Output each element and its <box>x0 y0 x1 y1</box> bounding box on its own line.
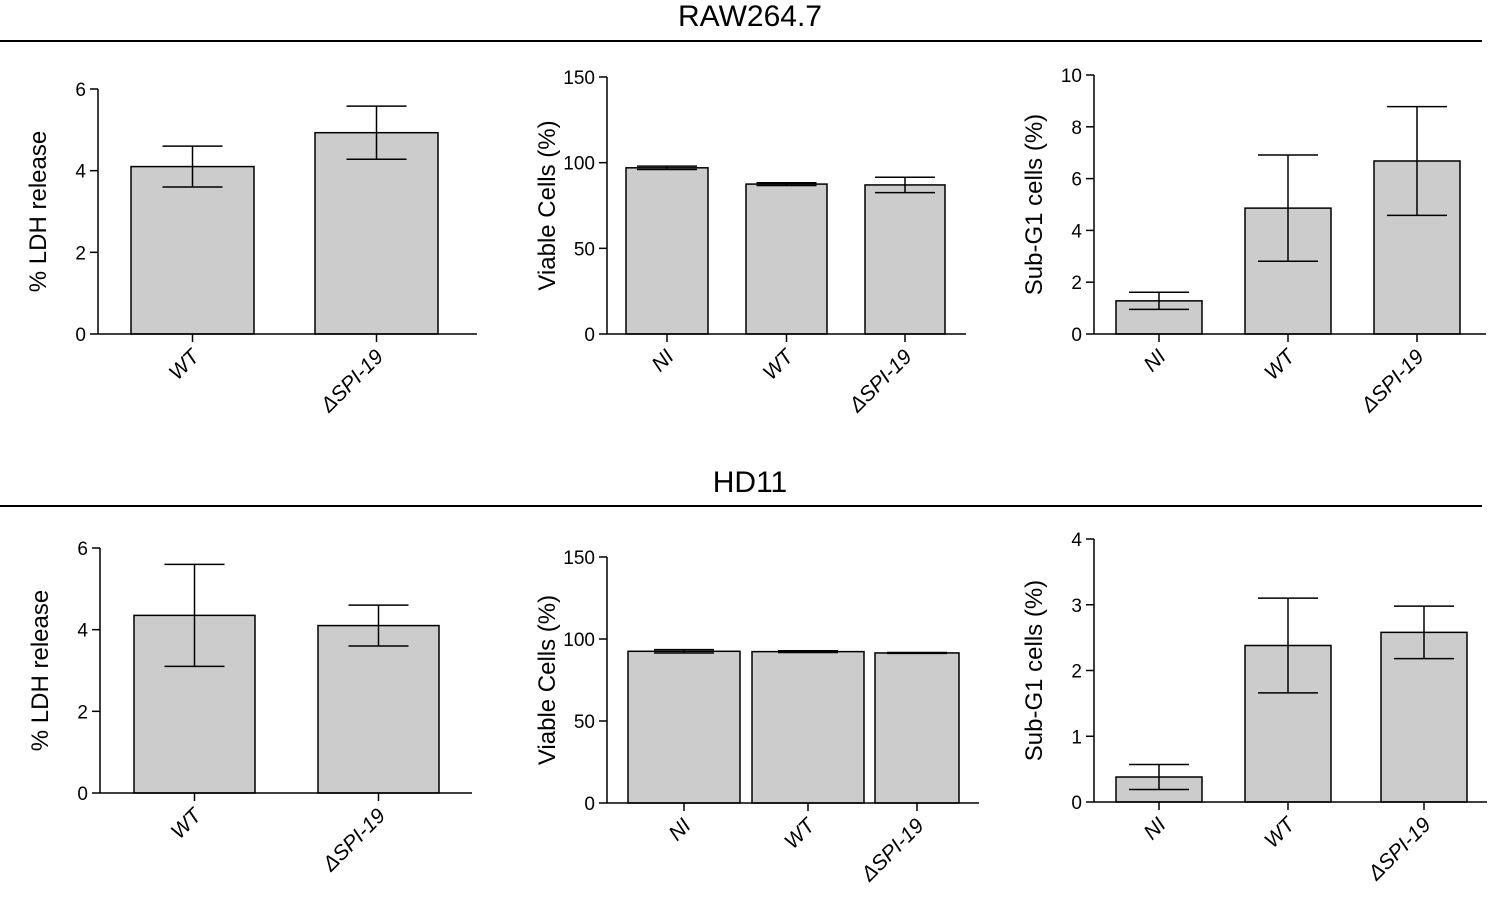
bar <box>864 184 946 335</box>
y-tick-label: 0 <box>75 325 86 346</box>
y-tick-label: 100 <box>563 154 595 175</box>
y-tick-label: 0 <box>584 325 595 346</box>
x-tick-label: ΔSPI-19 <box>844 345 917 418</box>
y-tick-label: 2 <box>77 702 88 723</box>
x-tick-label: ΔSPI-19 <box>1363 813 1436 886</box>
x-tick-label: ΔSPI-19 <box>856 814 929 887</box>
chart-panel-6: 0 1 2 3 4 Sub-G1 cells (%) NI WT ΔSPI-19 <box>1021 530 1487 886</box>
bar <box>751 650 865 804</box>
y-tick-label: 10 <box>1061 66 1082 87</box>
bar <box>317 624 440 794</box>
bar <box>314 131 439 335</box>
x-tick-label: ΔSPI-19 <box>1356 345 1429 418</box>
y-axis-title: % LDH release <box>25 131 52 292</box>
y-tick-label: 6 <box>75 80 86 101</box>
y-tick-label: 2 <box>1071 662 1082 683</box>
chart-panel-4: 0 2 4 6 % LDH release WT ΔSPI-19 <box>27 539 472 877</box>
y-tick-label: 4 <box>75 162 86 183</box>
y-tick-label: 0 <box>77 784 88 805</box>
x-tick-label: NI <box>1139 813 1170 844</box>
bar <box>874 652 960 804</box>
y-tick-label: 2 <box>1071 273 1082 294</box>
y-tick-label: 150 <box>563 68 595 89</box>
chart-panel-3: 0 2 4 6 8 10 Sub-G1 cells (%) NI WT ΔSPI-19 <box>1021 66 1486 418</box>
x-tick-label: ΔSPI-19 <box>318 804 391 877</box>
y-tick-label: 6 <box>77 539 88 560</box>
x-tick-label: NI <box>1139 345 1170 376</box>
y-tick-label: 4 <box>1071 530 1082 551</box>
x-tick-label: NI <box>664 814 695 845</box>
y-tick-label: 0 <box>1071 793 1082 814</box>
bar <box>745 183 828 335</box>
x-tick-label: WT <box>780 813 821 854</box>
section-title-raw264: RAW264.7 <box>678 0 822 33</box>
chart-panel-5: 0 50 100 150 Viable Cells (%) NI WT ΔSPI-19 <box>534 548 979 887</box>
y-tick-label: 0 <box>584 794 595 815</box>
y-axis-title: Viable Cells (%) <box>534 595 561 765</box>
section-divider-hd11 <box>0 505 1482 507</box>
y-tick-label: 6 <box>1071 170 1082 191</box>
bar <box>130 165 255 335</box>
y-axis-title: Viable Cells (%) <box>534 120 561 290</box>
bar <box>627 650 741 804</box>
y-axis-title: Sub-G1 cells (%) <box>1021 114 1048 295</box>
y-tick-label: 4 <box>77 621 88 642</box>
y-tick-label: 4 <box>1071 221 1082 242</box>
bar <box>1380 631 1468 803</box>
y-tick-label: 1 <box>1071 727 1082 748</box>
bar <box>625 167 709 335</box>
y-axis-title: % LDH release <box>27 590 54 751</box>
y-axis-title: Sub-G1 cells (%) <box>1021 580 1048 761</box>
x-tick-label: WT <box>165 344 206 385</box>
x-tick-label: NI <box>647 345 678 376</box>
x-tick-label: WT <box>1260 812 1301 853</box>
y-tick-label: 8 <box>1071 118 1082 139</box>
chart-panel-1: 0 2 4 6 % LDH release WT ΔSPI-19 <box>25 80 477 418</box>
x-tick-label: WT <box>167 803 208 844</box>
x-tick-label: WT <box>1260 344 1301 385</box>
y-tick-label: 50 <box>574 239 595 260</box>
section-title-hd11: HD11 <box>712 466 788 499</box>
x-tick-label: ΔSPI-19 <box>316 345 389 418</box>
y-tick-label: 50 <box>574 712 595 733</box>
x-tick-label: WT <box>759 344 800 385</box>
chart-panel-2: 0 50 100 150 Viable Cells (%) NI WT ΔSPI-19 <box>534 68 966 418</box>
y-tick-label: 100 <box>563 630 595 651</box>
section-divider-raw264 <box>0 40 1482 42</box>
y-tick-label: 0 <box>1071 325 1082 346</box>
y-tick-label: 3 <box>1071 596 1082 617</box>
y-tick-label: 2 <box>75 243 86 264</box>
y-tick-label: 150 <box>563 548 595 569</box>
